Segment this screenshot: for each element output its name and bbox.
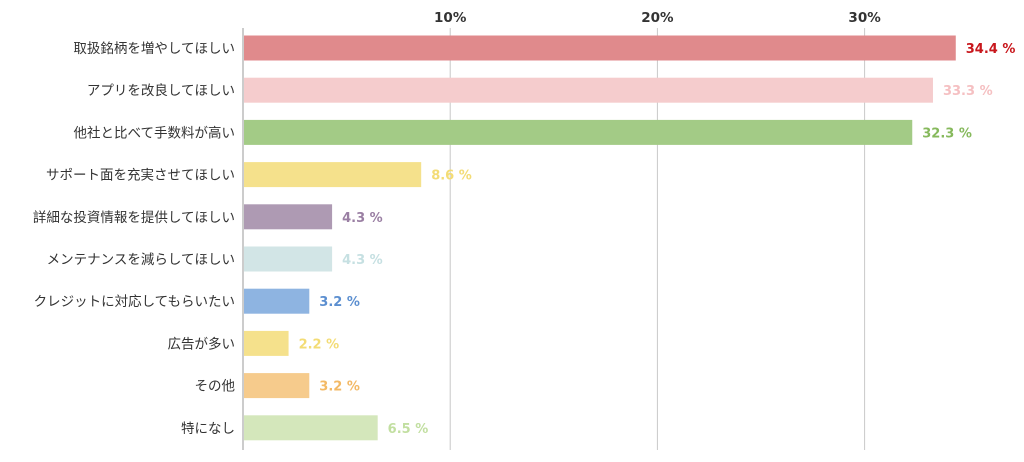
bar xyxy=(244,119,913,145)
bar xyxy=(244,204,333,230)
value-labels: 34.4 % 33.3 % 32.3 % 8.6 % 4.3 % 4.3 % 3.2 % 2.… xyxy=(299,42,1016,437)
category-label: 特になし xyxy=(181,421,235,437)
category-label: アプリを改良してほしい xyxy=(87,83,235,99)
data-label: 3.2 % xyxy=(319,380,360,395)
category-label: 他社と比べて手数料が高い xyxy=(74,124,235,141)
x-axis-ticks: 10% 20% 30% xyxy=(434,10,881,26)
bar xyxy=(244,288,310,314)
data-label: 2.2 % xyxy=(299,337,340,352)
data-label: 3.2 % xyxy=(319,295,360,310)
category-label: 取扱銘柄を増やしてほしい xyxy=(73,41,235,57)
category-labels: 取扱銘柄を増やしてほしいアプリを改良してほしい他社と比べて手数料が高いサポート面… xyxy=(33,41,235,437)
data-label: 34.4 % xyxy=(966,42,1016,57)
bar xyxy=(244,77,933,103)
category-label: その他 xyxy=(195,379,236,395)
category-label: メンテナンスを減らしてほしい xyxy=(47,251,235,268)
bar xyxy=(244,35,956,61)
x-tick-label: 30% xyxy=(848,10,881,26)
bar xyxy=(244,330,289,356)
category-label: 広告が多い xyxy=(168,335,236,352)
bar xyxy=(244,246,333,272)
x-tick-label: 20% xyxy=(641,10,674,26)
bar xyxy=(244,373,310,399)
category-label: 詳細な投資情報を提供してほしい xyxy=(33,210,235,226)
bar xyxy=(244,162,422,188)
data-label: 6.5 % xyxy=(388,422,429,437)
x-tick-label: 10% xyxy=(434,10,467,26)
data-label: 4.3 % xyxy=(342,253,383,268)
data-label: 32.3 % xyxy=(922,126,972,141)
bar xyxy=(244,415,378,441)
data-label: 33.3 % xyxy=(943,84,993,99)
data-label: 8.6 % xyxy=(431,169,472,184)
category-label: クレジットに対応してもらいたい xyxy=(34,294,235,310)
bars xyxy=(244,35,956,441)
category-label: サポート面を充実させてほしい xyxy=(46,168,235,184)
data-label: 4.3 % xyxy=(342,211,383,226)
